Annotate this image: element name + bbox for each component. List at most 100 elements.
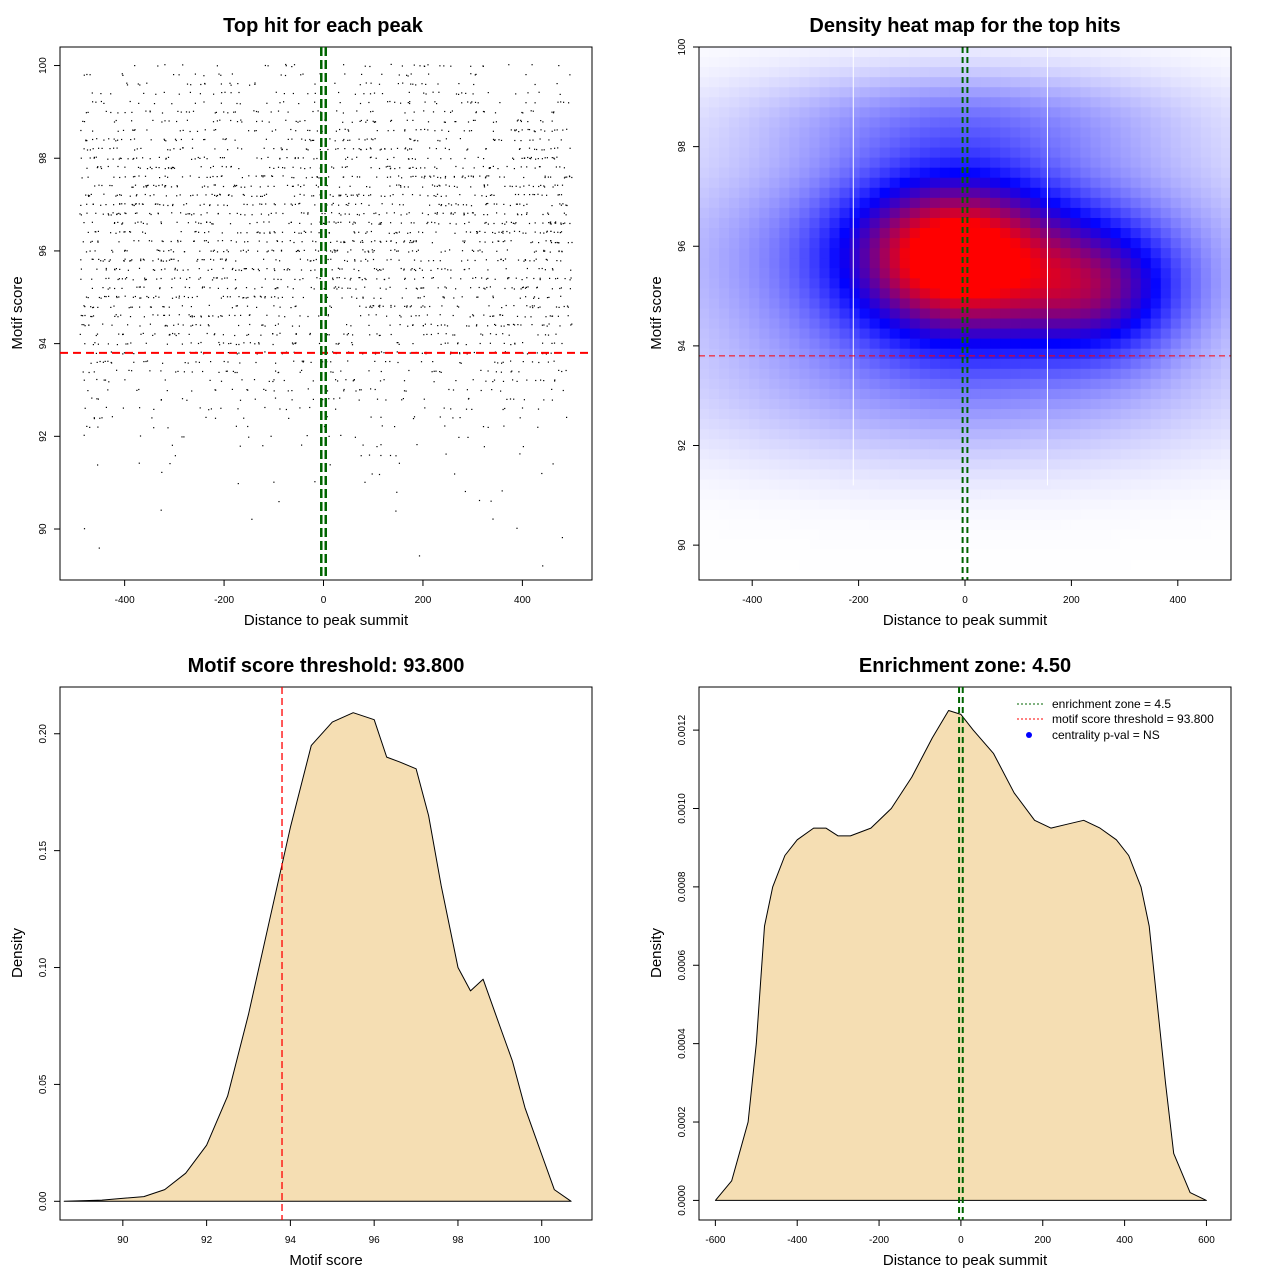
data-point [448,130,450,132]
data-point [448,185,450,187]
data-point [431,371,433,373]
data-point [82,315,84,317]
heatmap-cell [929,328,941,340]
data-point [239,445,241,447]
heatmap-cell [990,409,1001,420]
data-point [160,399,162,401]
data-point [174,269,176,271]
data-point [230,240,232,242]
data-point [494,112,497,114]
heatmap-cell [759,177,770,189]
data-point [131,120,133,122]
heatmap-cell [1120,268,1132,279]
heatmap-cell [1220,107,1232,118]
data-point [183,371,185,373]
heatmap-cell [980,107,991,118]
data-point [294,157,296,159]
heatmap-cell [879,268,891,279]
data-point [160,370,162,372]
heatmap-cell [1190,77,1202,88]
data-point [437,325,439,327]
data-point [153,297,155,299]
heatmap-cell [849,288,861,300]
data-point [79,333,81,335]
scatter-y-tick-label: 90 [38,523,49,535]
heatmap-cell [1140,318,1152,330]
heatmap-cell [1020,469,1031,481]
heatmap-cell [919,288,931,300]
heatmap-cell [1180,338,1192,350]
data-point [555,166,557,168]
heatmap-cell [1060,47,1071,58]
heatmap-cell [819,167,831,179]
heatmap-cell [1210,288,1222,300]
data-point [540,129,542,131]
data-point [431,277,433,279]
data-point [393,232,395,235]
heatmap-cell [1080,248,1092,259]
data-point [409,306,411,308]
data-point [127,158,129,160]
data-point [298,232,300,234]
data-point [273,250,275,252]
heatmap-cell [799,449,811,460]
data-point [82,371,84,373]
data-point [429,175,431,177]
heatmap-cell [1190,459,1202,470]
data-point [100,167,103,170]
data-point [378,334,380,337]
heatmap-cell [819,57,831,68]
heatmap-cell [1160,137,1172,149]
heatmap-cell [889,419,901,430]
data-point [170,258,172,260]
heatmap-cell [1150,207,1162,219]
data-point [333,249,335,251]
data-point [268,121,270,123]
data-point [520,140,522,142]
heatmap-cell [939,288,951,300]
data-point [187,269,189,271]
heatmap-cell [929,207,941,219]
data-point [314,269,316,271]
heatmap-cell [919,217,931,229]
data-point [101,184,103,187]
data-point [495,371,497,373]
heatmap-cell [1220,358,1232,370]
heatmap-cell [1020,288,1031,300]
data-point [259,186,261,188]
heatmap-cell [819,258,831,269]
data-point [177,370,179,372]
data-point [457,204,459,206]
heatmap-cell [799,318,811,330]
heatmap-cell [1200,137,1212,149]
heatmap-cell [849,348,861,360]
data-point [227,251,229,253]
data-point [222,334,224,336]
heatmap-cell [1100,117,1112,129]
heatmap-cell [1030,197,1041,209]
data-point [85,140,87,142]
heatmap-cell [829,167,841,179]
heatmap-cell [889,228,901,239]
heatmap-cell [1160,67,1172,78]
data-point [502,361,504,363]
heatmap-cell [1100,97,1112,108]
heatmap-cell [959,67,971,78]
data-point [483,214,485,216]
data-point [281,149,283,151]
heatmap-cell [959,348,971,360]
data-point [184,286,186,288]
data-point [547,176,549,178]
scatter-x-label: Distance to peak summit [244,612,409,629]
heatmap-cell [1110,368,1122,380]
heatmap-cell [1080,348,1092,360]
data-point [455,203,457,205]
heatmap-cell [1220,388,1232,400]
heatmap-cell [809,258,821,269]
heatmap-cell [990,197,1001,209]
data-point [118,158,120,160]
heatmap-cell [990,187,1001,199]
heatmap-cell [819,268,831,279]
data-point [299,258,301,260]
data-point [457,342,459,344]
